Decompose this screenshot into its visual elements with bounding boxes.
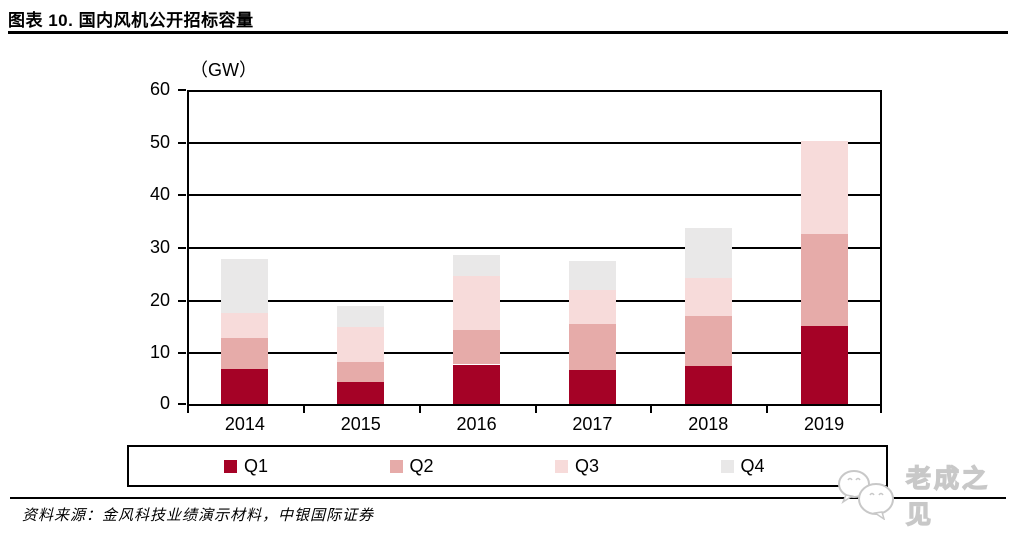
y-axis-label: 30 [149, 237, 170, 257]
x-axis-label-2018: 2018 [688, 414, 729, 434]
legend-item-Q4: Q4 [720, 455, 887, 477]
plot-area [187, 90, 882, 406]
footer-divider [10, 497, 1006, 499]
source-text: 资料来源：金风科技业绩演示材料，中银国际证券 [22, 508, 375, 524]
y-axis-tick [178, 194, 186, 197]
y-axis-tick [178, 352, 186, 355]
bar-segment-2015-Q3 [337, 327, 385, 362]
legend: Q1 Q2 Q3 Q4 [127, 445, 888, 487]
x-axis-label-2015: 2015 [340, 414, 381, 434]
bar-segment-2018-Q2 [684, 316, 732, 366]
bar-segment-2016-Q1 [453, 364, 501, 404]
y-axis-label: 40 [149, 184, 170, 205]
y-axis-label: 0 [159, 393, 170, 413]
legend-item-Q1: Q1 [224, 456, 390, 477]
x-axis-tick [418, 405, 421, 413]
gridline-50 [189, 141, 880, 144]
bar-segment-2014-Q2 [221, 337, 269, 370]
y-axis-tick [178, 299, 186, 302]
bar-segment-2015-Q2 [337, 361, 385, 383]
gridline-30 [189, 247, 880, 249]
bar-segment-2014-Q4 [221, 259, 269, 314]
legend-item-Q2: Q2 [389, 455, 556, 477]
x-axis-tick [187, 405, 189, 413]
bar-segment-2014-Q3 [221, 313, 269, 338]
y-axis-label: 10 [149, 342, 170, 363]
x-axis-tick [534, 405, 537, 413]
gridline-40 [189, 194, 880, 197]
bar-segment-2019-Q1 [800, 325, 848, 404]
x-axis-label-2017: 2017 [572, 414, 613, 434]
legend-label-Q2: Q2 [409, 455, 434, 476]
y-axis-tick [178, 141, 186, 144]
bar-segment-2017-Q1 [568, 369, 616, 404]
title-divider [8, 31, 1008, 34]
bar-segment-2017-Q2 [568, 323, 616, 370]
legend-swatch-Q2 [389, 459, 403, 473]
bar-segment-2018-Q1 [684, 365, 732, 404]
x-axis-tick [880, 405, 882, 413]
x-axis-tick [302, 405, 305, 413]
x-axis-label-2019: 2019 [804, 414, 845, 434]
bar-segment-2016-Q3 [453, 276, 501, 331]
y-axis-tick [178, 403, 186, 405]
legend-item-Q3: Q3 [555, 456, 721, 477]
legend-label-Q1: Q1 [244, 455, 269, 476]
x-axis-label-2014: 2014 [224, 414, 265, 434]
x-axis-label-2016: 2016 [456, 414, 497, 434]
bar-segment-2019-Q2 [800, 233, 848, 326]
legend-label-Q3: Q3 [575, 455, 600, 476]
watermark-text: 老成之见 [905, 464, 991, 529]
gridline-10 [189, 352, 880, 355]
y-axis-unit-label: （GW） [190, 60, 257, 80]
wechat-logo-icon [832, 466, 904, 525]
bar-segment-2017-Q4 [568, 260, 616, 291]
legend-swatch-Q3 [555, 459, 568, 473]
figure-title: 图表 10. 国内风机公开招标容量 [8, 11, 254, 30]
x-axis-tick [650, 405, 653, 413]
bar-segment-2018-Q4 [684, 227, 732, 279]
legend-swatch-Q1 [224, 459, 237, 473]
gridline-20 [189, 299, 880, 302]
watermark: 老成之见 [832, 459, 1016, 531]
y-axis-label: 20 [149, 289, 170, 310]
bar-segment-2018-Q3 [684, 278, 732, 317]
legend-label-Q4: Q4 [740, 455, 765, 476]
y-axis-tick [178, 247, 186, 249]
bar-segment-2016-Q2 [453, 330, 501, 365]
bar-segment-2019-Q3 [800, 141, 848, 234]
y-axis-label: 50 [149, 131, 170, 152]
x-axis-tick [766, 405, 769, 413]
bar-segment-2014-Q1 [221, 369, 269, 404]
legend-swatch-Q4 [720, 459, 734, 473]
bar-segment-2015-Q1 [337, 382, 385, 404]
bar-segment-2016-Q4 [453, 254, 501, 277]
bar-segment-2017-Q3 [568, 290, 616, 324]
y-axis-tick [178, 89, 186, 91]
bar-segment-2015-Q4 [337, 305, 385, 328]
y-axis-label: 60 [149, 79, 170, 99]
